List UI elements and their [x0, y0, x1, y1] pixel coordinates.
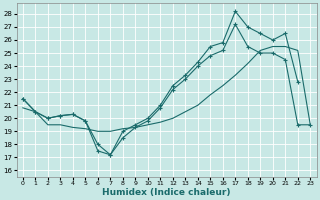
X-axis label: Humidex (Indice chaleur): Humidex (Indice chaleur): [102, 188, 231, 197]
